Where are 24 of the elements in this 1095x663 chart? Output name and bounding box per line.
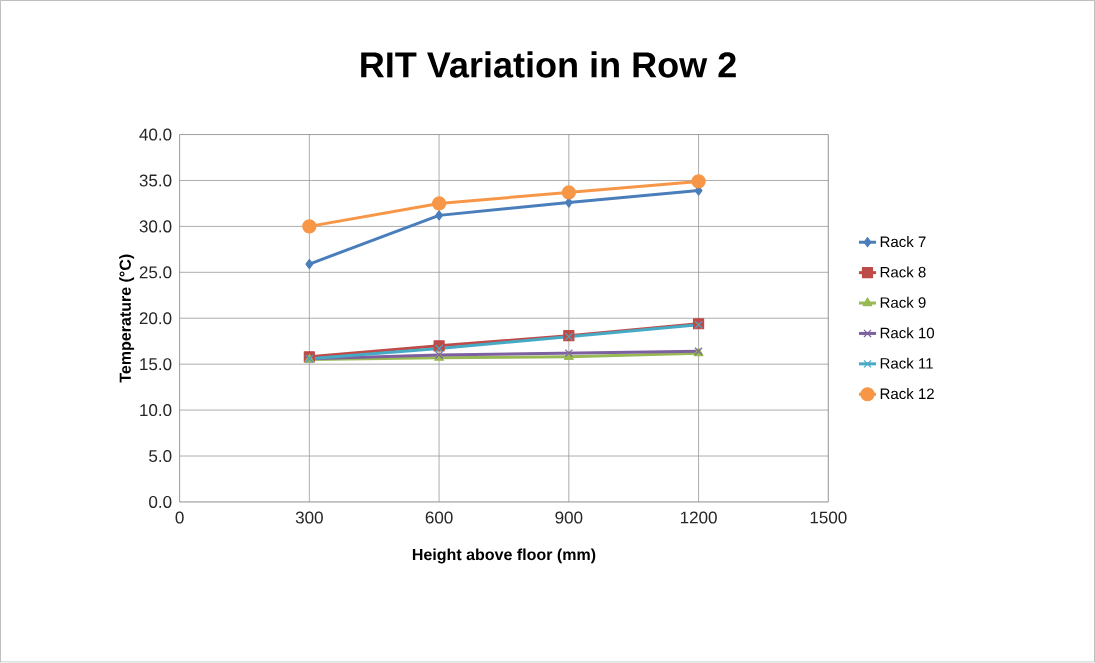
legend-label: Rack 8 — [880, 266, 926, 278]
y-tick-label: 10.0 — [140, 404, 172, 417]
y-tick-label: 20.0 — [139, 312, 172, 325]
x-tick-label: 900 — [555, 511, 583, 524]
x-tick-label: 600 — [425, 511, 453, 524]
x-tick-label: 0 — [175, 511, 184, 524]
y-tick-label: 30.0 — [139, 220, 172, 233]
legend-label: Rack 7 — [880, 236, 926, 248]
x-axis-title: Height above floor (mm) — [412, 548, 596, 564]
x-tick-label: 300 — [295, 511, 323, 524]
legend-label: Rack 11 — [880, 357, 933, 369]
y-tick-label: 40.0 — [139, 128, 172, 141]
y-tick-label: 0.0 — [149, 496, 172, 509]
legend-label: Rack 12 — [880, 388, 934, 400]
y-tick-label: 5.0 — [149, 450, 172, 463]
x-tick-label: 1500 — [810, 511, 847, 524]
chart-title: RIT Variation in Row 2 — [361, 51, 736, 78]
y-tick-label: 15.0 — [140, 358, 172, 371]
x-tick-label: 1200 — [680, 511, 717, 524]
y-axis-title: Temperature (°C) — [119, 254, 135, 383]
y-tick-label: 35.0 — [139, 174, 172, 187]
y-tick-label: 25.0 — [139, 266, 172, 279]
legend-label: Rack 9 — [880, 297, 926, 309]
legend-label: Rack 10 — [880, 327, 935, 339]
